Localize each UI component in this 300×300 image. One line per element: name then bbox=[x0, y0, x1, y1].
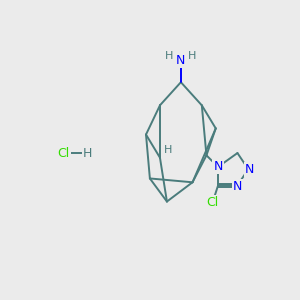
Text: N: N bbox=[176, 54, 186, 67]
Text: Cl: Cl bbox=[58, 146, 70, 160]
Text: H: H bbox=[164, 145, 172, 155]
Text: N: N bbox=[245, 163, 254, 176]
Text: H: H bbox=[188, 51, 197, 61]
Text: Cl: Cl bbox=[206, 196, 219, 209]
Text: N: N bbox=[213, 160, 223, 173]
Text: H: H bbox=[165, 51, 173, 61]
Text: H: H bbox=[83, 146, 93, 160]
Text: N: N bbox=[233, 180, 242, 193]
